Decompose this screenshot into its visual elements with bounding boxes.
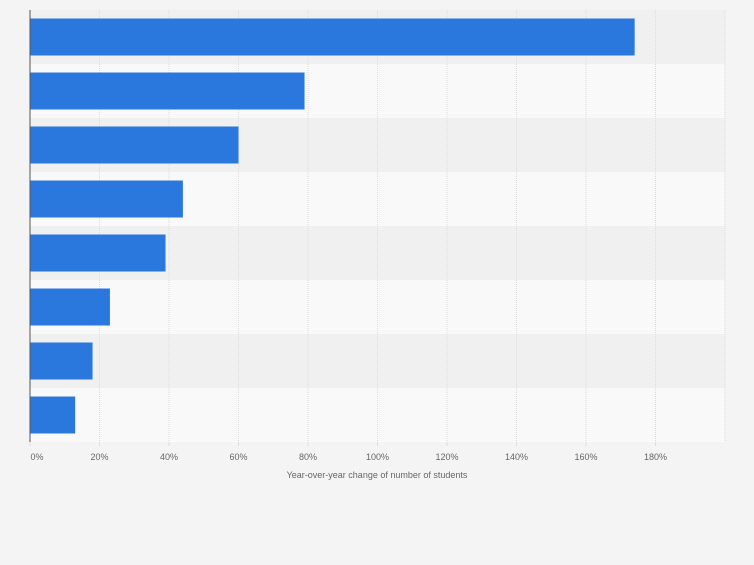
- bar[interactable]: [30, 234, 166, 272]
- bar[interactable]: [30, 288, 110, 326]
- bars: [30, 18, 635, 434]
- bar[interactable]: [30, 18, 635, 56]
- x-tick-label: 20%: [90, 452, 108, 462]
- x-axis-label: Year-over-year change of number of stude…: [287, 470, 468, 480]
- x-tick-label: 180%: [644, 452, 667, 462]
- x-axis-ticks: 0% 20% 40% 60% 80% 100% 120% 140% 160% 180%: [29, 442, 667, 462]
- bar[interactable]: [30, 396, 76, 434]
- bar[interactable]: [30, 342, 93, 380]
- x-tick-label: 120%: [435, 452, 458, 462]
- x-tick-label: 60%: [229, 452, 247, 462]
- bar[interactable]: [30, 126, 239, 164]
- x-tick-label: 0%: [30, 452, 43, 462]
- x-tick-label: 80%: [299, 452, 317, 462]
- x-tick-label: 160%: [574, 452, 597, 462]
- x-tick-label: 140%: [505, 452, 528, 462]
- x-tick-label: 40%: [160, 452, 178, 462]
- bar[interactable]: [30, 72, 305, 110]
- x-tick-label: 100%: [366, 452, 389, 462]
- bar[interactable]: [30, 180, 183, 218]
